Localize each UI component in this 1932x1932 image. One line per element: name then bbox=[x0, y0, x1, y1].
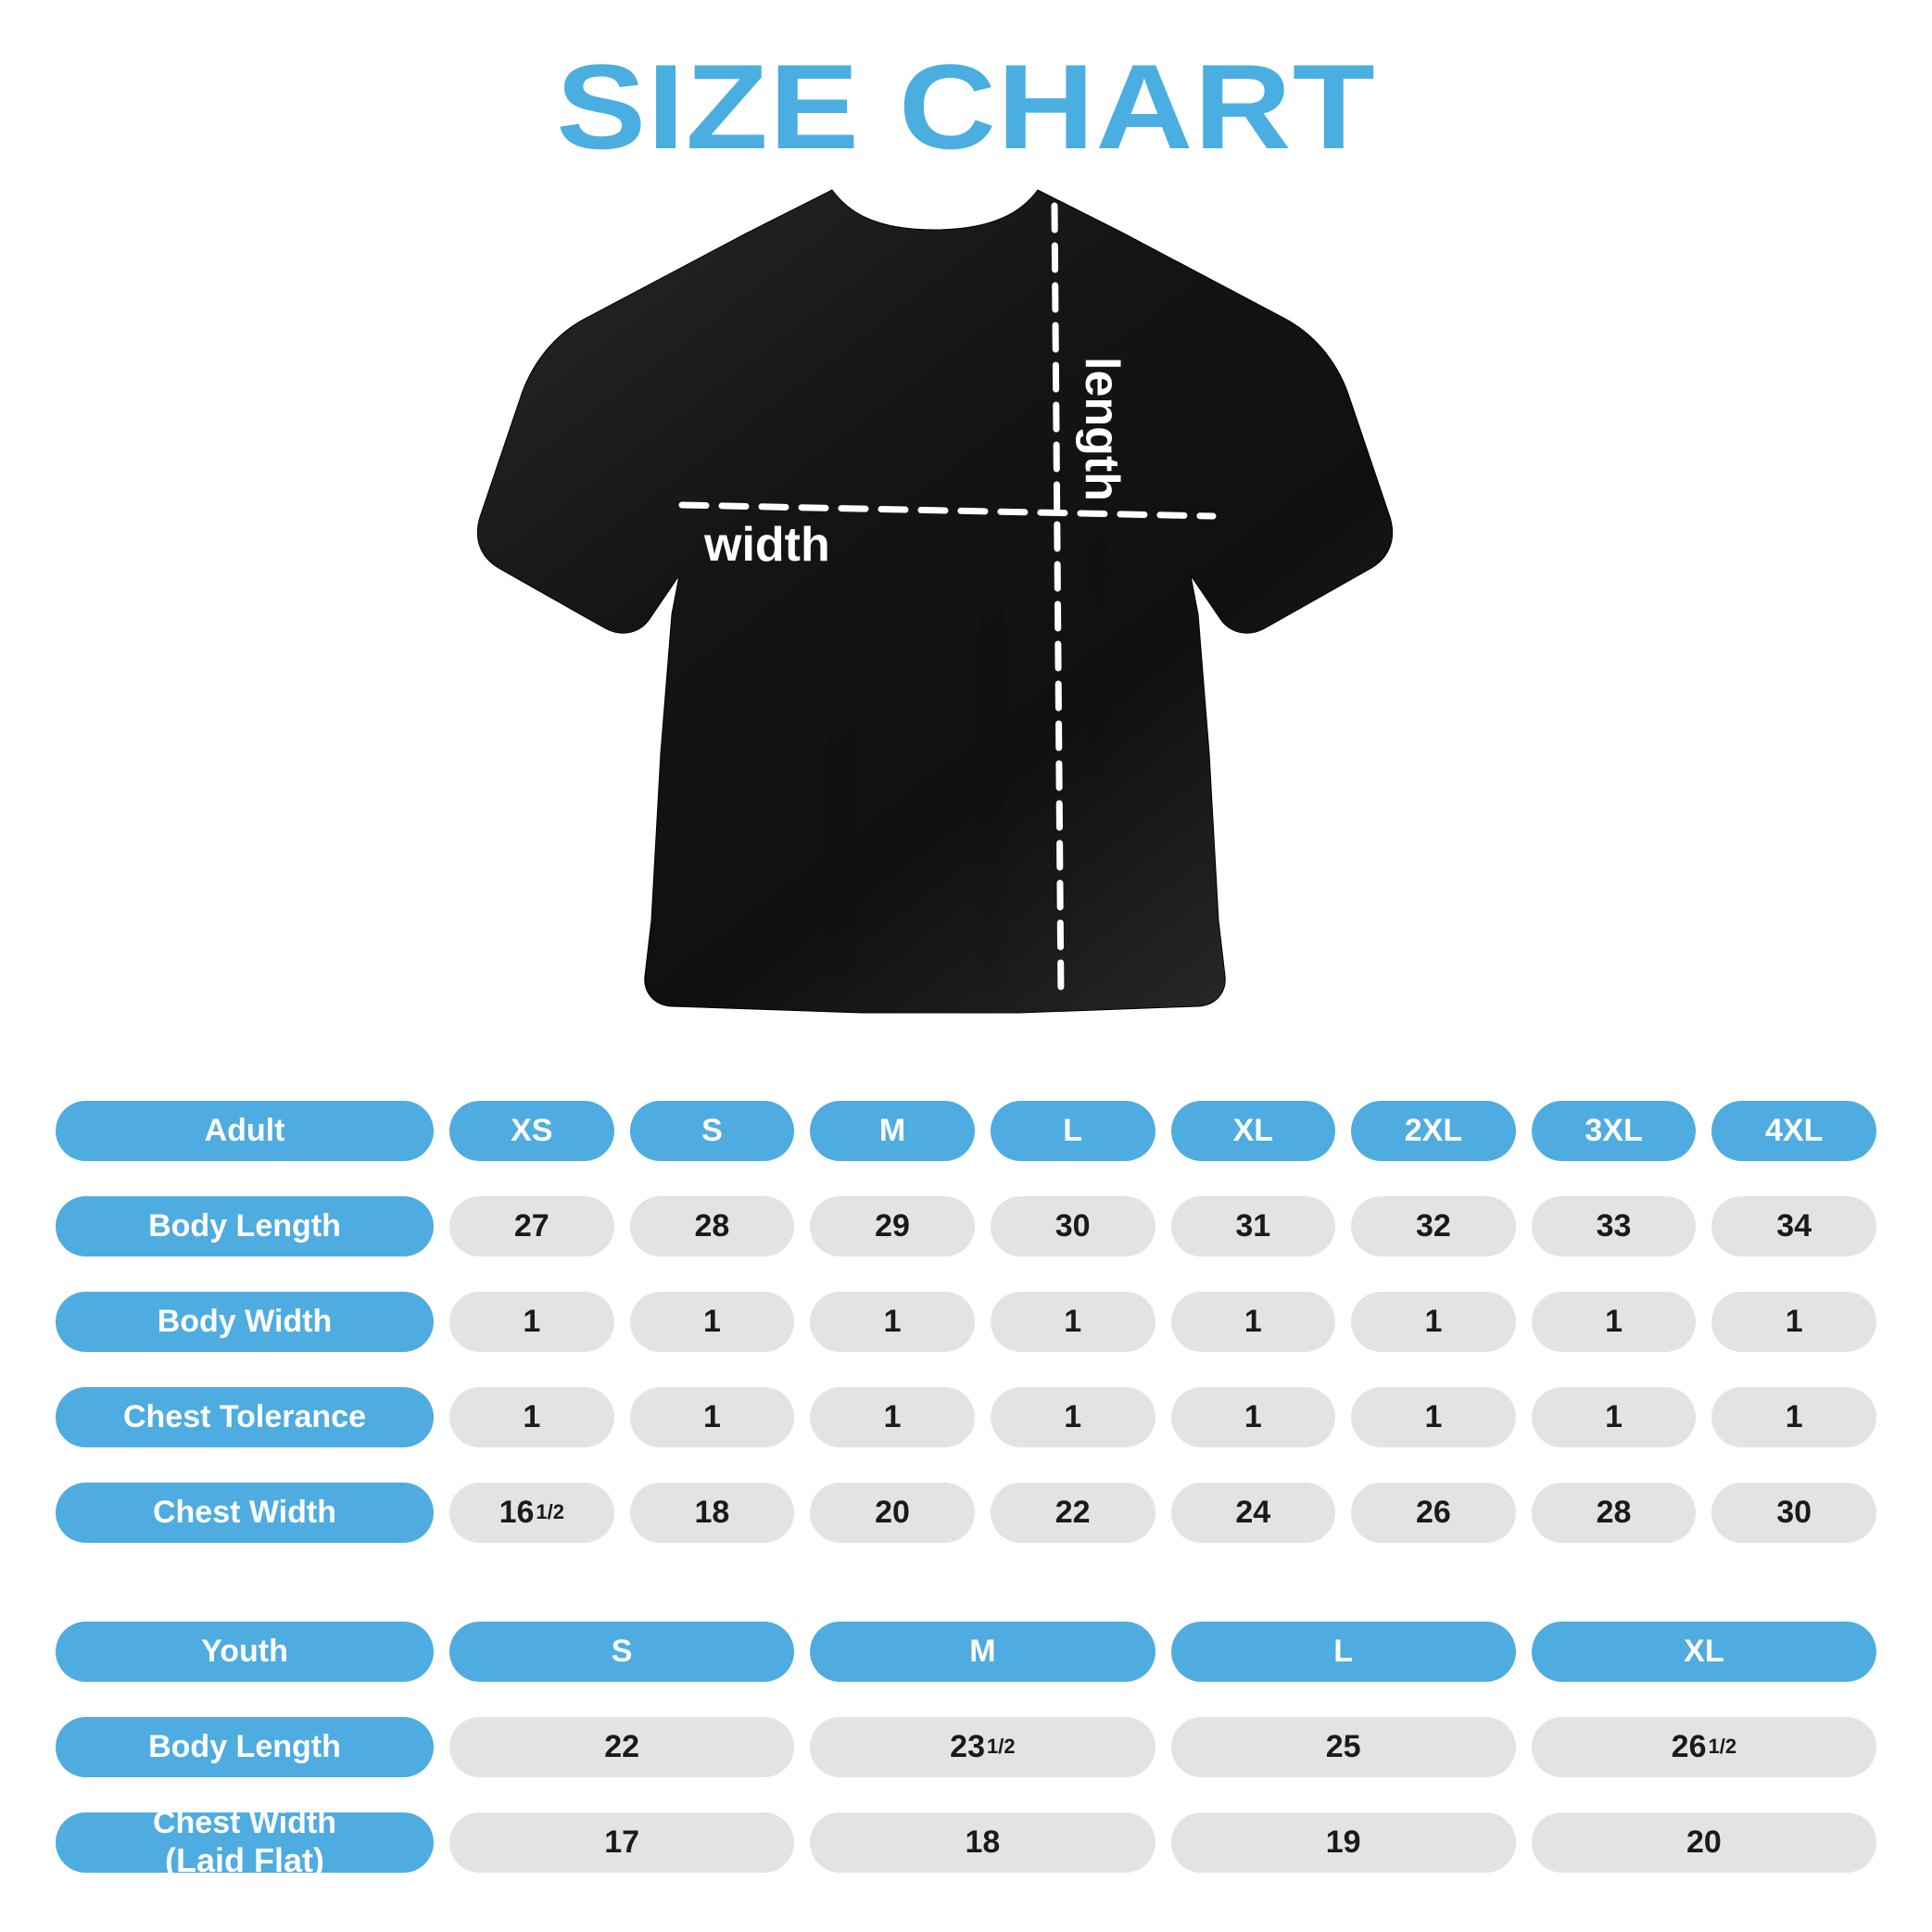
svg-text:length: length bbox=[1075, 357, 1129, 501]
svg-text:width: width bbox=[703, 518, 830, 572]
